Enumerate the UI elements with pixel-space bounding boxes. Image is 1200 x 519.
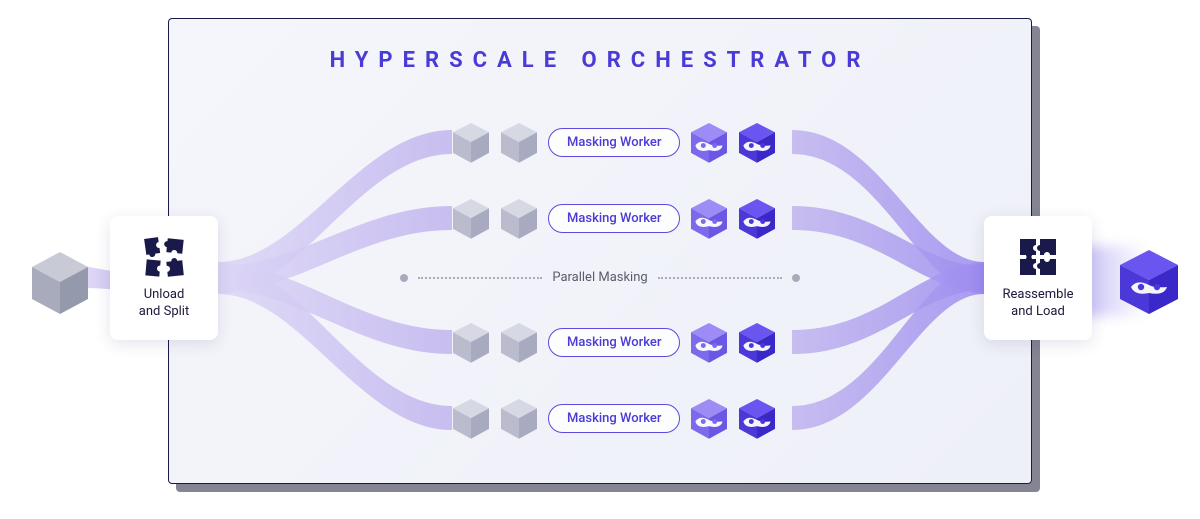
masking-worker-pill: Masking Worker <box>548 128 680 157</box>
gray-cube-icon <box>452 198 490 240</box>
unload-split-node: Unloadand Split <box>110 216 218 340</box>
worker-row: Masking Worker <box>452 122 776 164</box>
gray-cube-icon <box>500 122 538 164</box>
worker-row: Masking Worker <box>452 322 776 364</box>
gray-cube-icon <box>452 398 490 440</box>
puzzle-join-icon <box>1016 235 1060 279</box>
masked-cube-dark-icon <box>738 322 776 364</box>
panel-title: HYPERSCALE ORCHESTRATOR <box>168 48 1032 73</box>
masked-cube-light-icon <box>690 322 728 364</box>
masked-cube-dark-icon <box>738 122 776 164</box>
masked-cube-light-icon <box>690 398 728 440</box>
masked-cube-dark-icon <box>738 198 776 240</box>
input-cube <box>30 250 90 316</box>
masking-worker-pill: Masking Worker <box>548 404 680 433</box>
puzzle-split-icon <box>142 235 186 279</box>
masked-cube-dark-icon <box>738 398 776 440</box>
reassemble-load-node: Reassembleand Load <box>984 216 1092 340</box>
masked-cube-light-icon <box>690 122 728 164</box>
masking-worker-pill: Masking Worker <box>548 204 680 233</box>
gray-cube-icon <box>452 322 490 364</box>
gray-cube-icon <box>452 122 490 164</box>
output-cube <box>1118 248 1180 316</box>
parallel-masking-label: Parallel Masking <box>400 270 800 285</box>
masked-cube-light-icon <box>690 198 728 240</box>
worker-row: Masking Worker <box>452 198 776 240</box>
gray-cube-icon <box>500 198 538 240</box>
reassemble-label: Reassembleand Load <box>1002 287 1073 321</box>
gray-cube-icon <box>500 398 538 440</box>
unload-label: Unloadand Split <box>139 287 189 321</box>
masking-worker-pill: Masking Worker <box>548 328 680 357</box>
worker-row: Masking Worker <box>452 398 776 440</box>
gray-cube-icon <box>500 322 538 364</box>
